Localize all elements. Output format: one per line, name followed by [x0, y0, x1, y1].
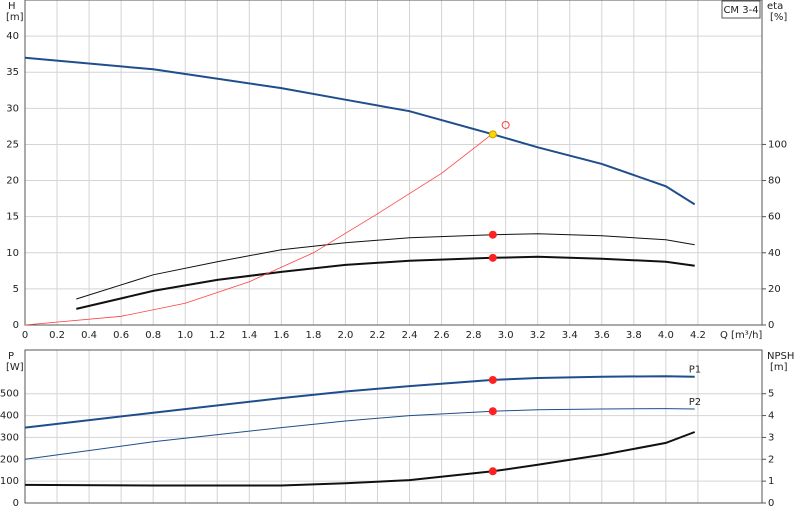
operating-point: [488, 467, 497, 476]
series-line: [76, 233, 695, 300]
y2-tick-label: 5: [768, 389, 774, 400]
y-tick-label: 5: [13, 284, 19, 295]
operating-point: [488, 130, 497, 139]
y-axis-label: H: [8, 1, 16, 12]
y2-tick-label: 80: [768, 176, 781, 187]
x-tick-label: 4.2: [690, 330, 706, 341]
x-tick-label: 1.8: [305, 330, 321, 341]
x-tick-label: 2.2: [370, 330, 386, 341]
title-box: [721, 0, 761, 19]
y2-tick-label: 100: [768, 139, 787, 150]
y-axis-unit: [W]: [6, 362, 24, 373]
y-tick-label: 15: [6, 212, 19, 223]
operating-point: [501, 120, 510, 129]
x-tick-label: 3.6: [594, 330, 610, 341]
y2-tick-label: 20: [768, 284, 781, 295]
y2-tick-label: 60: [768, 212, 781, 223]
y2-tick-label: 4: [768, 411, 774, 422]
series-line: [24, 408, 695, 460]
y2-tick-label: 2: [768, 454, 774, 465]
x-tick-label: 0.8: [145, 330, 161, 341]
x-tick-label: 2.0: [337, 330, 353, 341]
plot-frame: [24, 349, 763, 504]
y-axis-label: P: [8, 351, 14, 362]
y-tick-label: 30: [6, 103, 19, 114]
y2-tick-label: 1: [768, 476, 774, 487]
y-tick-label: 200: [0, 454, 19, 465]
operating-point: [488, 230, 497, 239]
x-tick-label: 3.0: [498, 330, 514, 341]
x-tick-label: 2.4: [402, 330, 418, 341]
operating-point: [488, 253, 497, 262]
series-line: [24, 375, 695, 429]
x-tick-label: 3.8: [626, 330, 642, 341]
y-tick-label: 500: [0, 389, 19, 400]
y-axis-unit: [m]: [6, 12, 24, 23]
operating-point: [488, 407, 497, 416]
x-tick-label: 2.6: [434, 330, 450, 341]
operating-point: [488, 375, 497, 384]
y-tick-label: 0: [13, 320, 19, 331]
x-tick-label: 0.4: [81, 330, 97, 341]
series-line: [76, 255, 695, 310]
series-line: [24, 133, 494, 326]
chart-title: CM 3-4: [723, 5, 758, 16]
series-line: [24, 56, 696, 206]
y2-axis-label: NPSH: [767, 351, 794, 362]
y2-axis-unit: [%]: [770, 12, 787, 23]
x-tick-label: 0.6: [113, 330, 129, 341]
y2-tick-label: 3: [768, 432, 774, 443]
y-tick-label: 10: [6, 248, 19, 259]
x-tick-label: 3.2: [530, 330, 546, 341]
x-tick-label: 1.4: [241, 330, 257, 341]
y2-axis-unit: [m]: [770, 362, 788, 373]
y2-axis-label: eta: [767, 1, 783, 12]
y2-tick-label: 40: [768, 248, 781, 259]
series-label: P2: [689, 397, 701, 408]
y-tick-label: 35: [6, 67, 19, 78]
y-tick-label: 100: [0, 476, 19, 487]
y-tick-label: 25: [6, 139, 19, 150]
x-tick-label: 4.0: [658, 330, 674, 341]
x-tick-label: 1.0: [177, 330, 193, 341]
x-tick-label: 0: [22, 330, 28, 341]
x-axis-label: Q [m³/h]: [720, 330, 762, 341]
y-tick-label: 0: [13, 498, 19, 509]
y2-tick-label: 0: [768, 498, 774, 509]
plot-frame: [24, 0, 763, 326]
y-tick-label: 300: [0, 432, 19, 443]
x-tick-label: 3.4: [562, 330, 578, 341]
y2-tick-label: 0: [768, 320, 774, 331]
x-tick-label: 1.6: [273, 330, 289, 341]
x-tick-label: 2.8: [466, 330, 482, 341]
series-line: [24, 431, 696, 487]
series-label: P1: [689, 365, 701, 376]
y-tick-label: 40: [6, 31, 19, 42]
x-tick-label: 1.2: [209, 330, 225, 341]
x-tick-label: 0.2: [49, 330, 65, 341]
y-tick-label: 20: [6, 176, 19, 187]
y-tick-label: 400: [0, 411, 19, 422]
